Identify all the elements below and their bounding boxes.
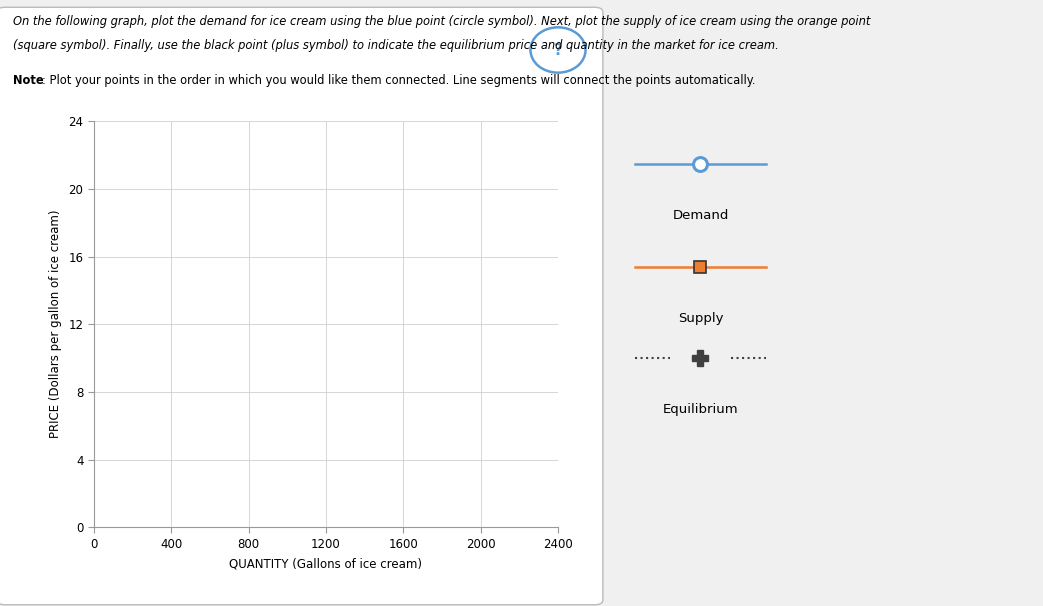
Text: ?: ? <box>554 43 562 58</box>
Text: On the following graph, plot the demand for ice cream using the blue point (circ: On the following graph, plot the demand … <box>13 15 870 28</box>
Text: Supply: Supply <box>678 312 723 325</box>
Text: (square symbol). Finally, use the black point (plus symbol) to indicate the equi: (square symbol). Finally, use the black … <box>13 39 778 52</box>
Text: Equilibrium: Equilibrium <box>662 403 738 416</box>
Text: Note: Note <box>13 74 43 87</box>
X-axis label: QUANTITY (Gallons of ice cream): QUANTITY (Gallons of ice cream) <box>229 558 422 571</box>
Y-axis label: PRICE (Dollars per gallon of ice cream): PRICE (Dollars per gallon of ice cream) <box>49 210 62 439</box>
Text: : Plot your points in the order in which you would like them connected. Line seg: : Plot your points in the order in which… <box>42 74 755 87</box>
Text: Demand: Demand <box>673 209 729 222</box>
